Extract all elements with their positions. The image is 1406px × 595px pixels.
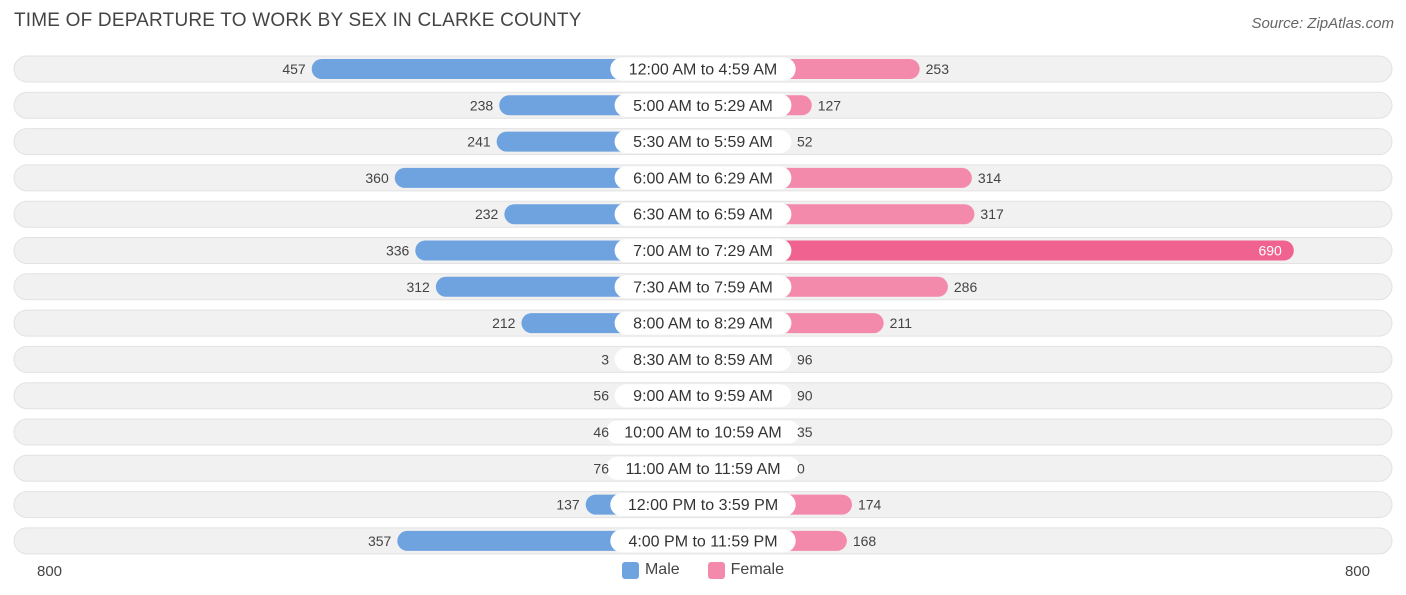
category-label-pill <box>610 57 796 81</box>
category-label: 8:00 AM to 8:29 AM <box>633 316 773 333</box>
female-value-label: 286 <box>954 279 978 295</box>
female-value-label: 0 <box>797 460 805 476</box>
male-value-label: 232 <box>475 206 499 222</box>
category-label-pill <box>614 275 792 299</box>
legend: Male Female <box>0 561 1406 579</box>
diverging-bar-chart: 12:00 AM to 4:59 AM 457 253 5:00 AM to 5:29… <box>13 55 1393 555</box>
category-label: 11:00 AM to 11:59 AM <box>625 461 780 478</box>
category-label-pill <box>610 493 796 517</box>
male-value-label: 137 <box>556 497 580 513</box>
female-value-label: 317 <box>980 206 1004 222</box>
female-value-label: 314 <box>978 170 1002 186</box>
legend-label-male: Male <box>644 561 680 578</box>
category-label: 4:00 PM to 11:59 PM <box>628 533 777 550</box>
male-value-label: 457 <box>282 61 306 77</box>
category-label: 7:00 AM to 7:29 AM <box>633 243 773 260</box>
category-label: 5:30 AM to 5:59 AM <box>633 134 773 151</box>
chart-title: TIME OF DEPARTURE TO WORK BY SEX IN CLAR… <box>14 10 582 31</box>
male-value-label: 212 <box>492 315 516 331</box>
male-value-label: 76 <box>593 460 609 476</box>
legend-item-male: Male <box>621 561 680 579</box>
axis-right-label: 800 <box>1344 563 1370 580</box>
category-label-pill <box>614 202 792 226</box>
category-label: 8:30 AM to 8:59 AM <box>633 352 773 369</box>
female-bar <box>703 240 1294 261</box>
legend-label-female: Female <box>730 561 785 578</box>
male-value-label: 46 <box>593 424 609 440</box>
category-label: 6:30 AM to 6:59 AM <box>633 207 773 224</box>
male-bar <box>311 59 703 79</box>
female-value-label: 127 <box>818 97 842 113</box>
legend-swatch-female <box>707 561 725 579</box>
category-label-pill <box>614 384 792 408</box>
male-value-label: 357 <box>368 533 392 549</box>
category-label: 10:00 AM to 10:59 AM <box>624 425 781 442</box>
male-value-label: 238 <box>470 97 494 113</box>
female-value-label: 174 <box>858 497 882 513</box>
legend-item-female: Female <box>707 561 785 579</box>
female-value-label: 211 <box>890 315 913 331</box>
category-label-pill <box>610 529 796 553</box>
female-value-label: 35 <box>797 424 813 440</box>
female-value-label: 253 <box>926 61 950 77</box>
category-label: 6:00 AM to 6:29 AM <box>633 170 773 187</box>
male-value-label: 56 <box>593 388 609 404</box>
female-value-label: 168 <box>853 533 877 549</box>
category-label: 9:00 AM to 9:59 AM <box>633 388 773 405</box>
male-value-label: 312 <box>406 279 430 295</box>
category-label-pill <box>614 311 792 335</box>
male-value-label: 241 <box>467 134 491 150</box>
source-label: Source: ZipAtlas.com <box>1251 15 1394 32</box>
axis-left-label: 800 <box>37 563 63 580</box>
female-value-label: 52 <box>797 134 813 150</box>
category-label-pill <box>606 420 800 444</box>
male-value-label: 336 <box>386 243 410 259</box>
female-value-label: 690 <box>1258 243 1282 259</box>
category-label: 5:00 AM to 5:29 AM <box>633 98 773 115</box>
category-label-pill <box>614 130 792 154</box>
category-label-pill <box>614 93 792 117</box>
male-value-label: 3 <box>601 351 609 367</box>
category-label-pill <box>614 347 792 371</box>
category-label-pill <box>614 166 792 190</box>
category-label-pill <box>606 456 800 480</box>
female-value-label: 96 <box>797 351 813 367</box>
legend-swatch-male <box>621 561 639 579</box>
male-value-label: 360 <box>365 170 389 186</box>
category-label-pill <box>614 239 792 262</box>
category-label: 12:00 PM to 3:59 PM <box>628 497 778 514</box>
female-value-label: 90 <box>797 388 813 404</box>
category-label: 12:00 AM to 4:59 AM <box>629 62 778 79</box>
category-label: 7:30 AM to 7:59 AM <box>633 279 773 296</box>
